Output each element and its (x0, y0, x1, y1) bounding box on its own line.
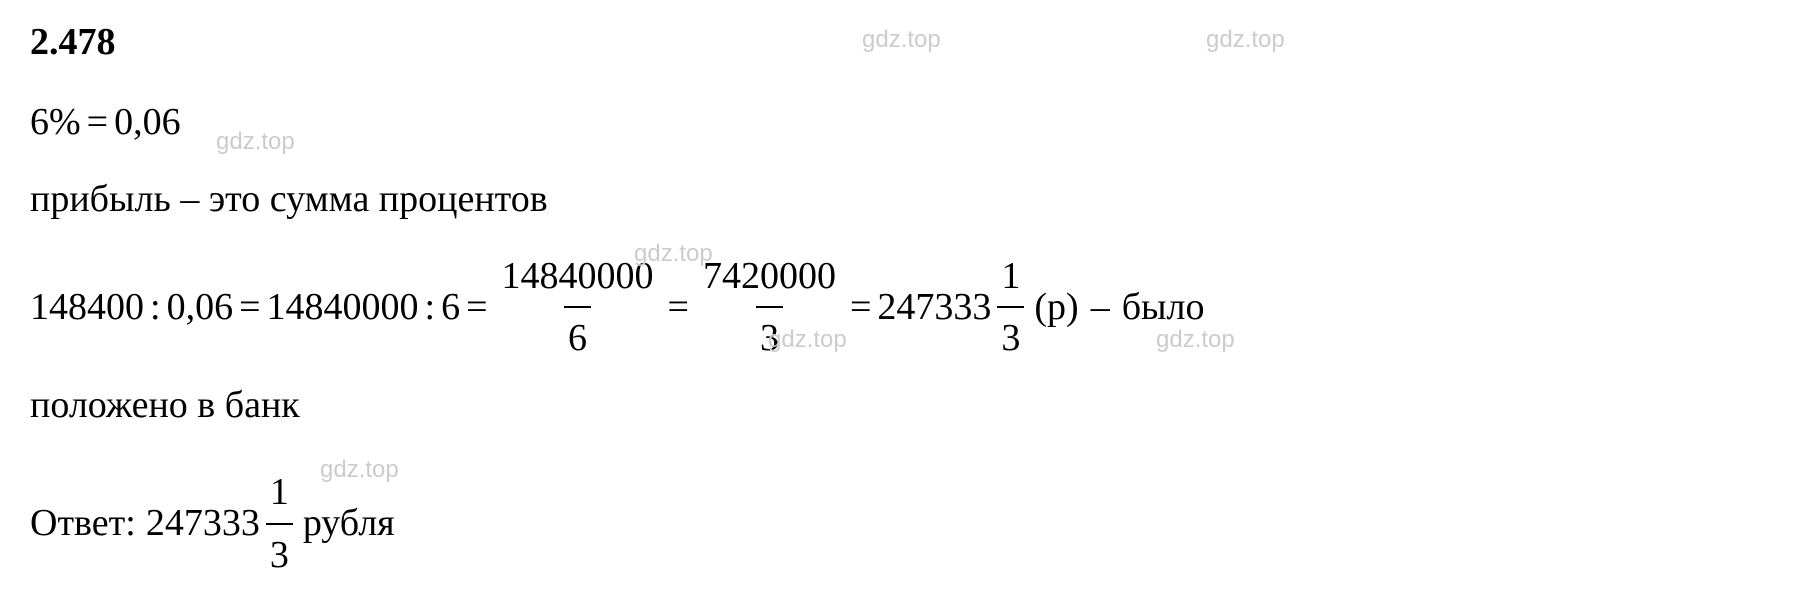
fraction-1-numerator: 14840000 (498, 246, 658, 307)
calc-b: 0,06 (167, 277, 234, 338)
equals-sign: = (850, 277, 871, 338)
percent-conversion-line: 6% = 0,06 (30, 92, 1766, 153)
mixed-num: 1 (997, 246, 1024, 307)
equals-sign: = (668, 277, 689, 338)
equals-sign: = (466, 277, 487, 338)
answer-mixed-fraction: 1 3 (266, 462, 293, 586)
answer-mixed-int: 247333 (146, 493, 260, 554)
explanation-line: прибыль – это сумма процентов (30, 169, 1766, 230)
fraction-1: 14840000 6 (498, 246, 658, 370)
calculation-line: 148400 : 0,06 = 14840000 : 6 = 14840000 … (30, 246, 1766, 370)
divide-sign: : (150, 277, 161, 338)
fraction-1-denominator: 6 (564, 306, 591, 369)
mixed-number: 247333 1 3 (877, 246, 1028, 370)
equals-sign: = (239, 277, 260, 338)
answer-mixed-number: 247333 1 3 (146, 462, 297, 586)
dash: – (1091, 277, 1110, 338)
unit-rouble: (р) (1034, 277, 1078, 338)
mixed-fraction: 1 3 (997, 246, 1024, 370)
answer-mixed-num: 1 (266, 462, 293, 523)
calc-tail-2: положено в банк (30, 375, 1766, 436)
exercise-number: 2.478 (30, 20, 1766, 64)
answer-unit: рубля (303, 493, 395, 554)
fraction-2: 7420000 3 (699, 246, 840, 370)
answer-label: Ответ: (30, 493, 136, 554)
mixed-den: 3 (997, 306, 1024, 369)
percent-lhs: 6% (30, 92, 81, 153)
calc-a: 148400 (30, 277, 144, 338)
divide-sign: : (425, 277, 436, 338)
percent-rhs: 0,06 (114, 92, 181, 153)
answer-line: Ответ: 247333 1 3 рубля (30, 462, 1766, 586)
equals-sign: = (87, 92, 108, 153)
mixed-int: 247333 (877, 277, 991, 338)
calc-tail-1: было (1122, 277, 1205, 338)
fraction-2-numerator: 7420000 (699, 246, 840, 307)
page: gdz.topgdz.topgdz.topgdz.topgdz.topgdz.t… (0, 0, 1796, 602)
fraction-2-denominator: 3 (756, 306, 783, 369)
calc-d: 6 (441, 277, 460, 338)
answer-mixed-den: 3 (266, 523, 293, 586)
calc-c: 14840000 (267, 277, 419, 338)
